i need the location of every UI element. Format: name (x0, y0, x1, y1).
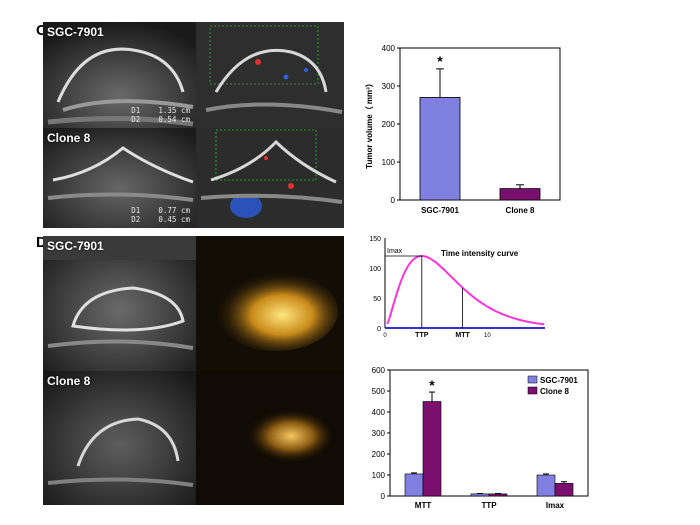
ultrasound-d-sgc-contrast (196, 236, 344, 371)
tumor-volume-chart-svg: 0 100 200 300 400 Tumor volume（ mm³） SGC-7901 *… (364, 44, 561, 215)
y-tick-label: 0 (391, 196, 396, 205)
bar (554, 483, 574, 497)
measurement-readout: D1 1.35 cm D2 0.54 cm (131, 106, 190, 124)
legend-label: SGC-7901 (540, 376, 578, 385)
x-tick-label: 0 (383, 333, 387, 339)
y-tick-label: 50 (373, 296, 381, 303)
measurement-readout: D1 0.77 cm D2 0.45 cm (131, 206, 190, 224)
chart-title: Time intensity curve (441, 249, 519, 258)
y-tick-label: 300 (372, 429, 386, 438)
y-tick-label: 500 (372, 387, 386, 396)
y-tick-label: 150 (369, 236, 381, 243)
time-intensity-chart: 0 50 100 150 Imax TTP MTT 0 10 Time intensity cur… (355, 232, 555, 347)
bar (404, 473, 424, 497)
perfusion-parameters-chart: 0 100 200 300 400 500 600 * MTT TTP Imax SGC-7901 Cl… (360, 362, 600, 512)
ultrasound-c-clone-doppler (196, 128, 344, 228)
ultrasound-d-sgc-bmode: SGC-7901 (43, 236, 196, 371)
panel-letter-c: C (36, 22, 47, 39)
x-tick-label: MTT (415, 501, 432, 510)
y-tick-label: 100 (369, 266, 381, 273)
y-tick-label: 0 (381, 492, 386, 501)
time-intensity-chart-svg: 0 50 100 150 Imax TTP MTT 0 10 Time intensity cur… (369, 236, 545, 339)
ultrasound-label: SGC-7901 (47, 25, 104, 39)
y-tick-label: 300 (382, 82, 396, 91)
y-tick-label: 0 (377, 326, 381, 333)
x-tick-label: Imax (546, 501, 565, 510)
bar (419, 97, 461, 201)
significance-marker: * (437, 53, 443, 69)
intensity-curve (386, 255, 545, 326)
bar (422, 401, 442, 497)
x-tick-label: Clone 8 (506, 206, 535, 215)
bar (536, 474, 556, 497)
y-tick-label: 200 (382, 120, 396, 129)
x-tick-label: 10 (484, 333, 491, 339)
y-tick-label: 200 (372, 450, 386, 459)
bar (470, 493, 490, 497)
significance-marker: * (429, 377, 435, 393)
ultrasound-c-sgc-bmode: SGC-7901 D1 1.35 cm D2 0.54 cm (43, 22, 196, 128)
y-axis-label: Tumor volume（ mm³） (364, 79, 374, 169)
y-tick-label: 600 (372, 366, 386, 375)
tumor-volume-chart: 0 100 200 300 400 Tumor volume（ mm³） SGC-7901 *… (360, 30, 570, 230)
legend-swatch (527, 386, 538, 395)
ultrasound-c-clone-bmode: Clone 8 D1 0.77 cm D2 0.45 cm (43, 128, 196, 228)
ultrasound-c-sgc-doppler (196, 22, 344, 128)
x-tick-label: SGC-7901 (421, 206, 459, 215)
panel-letter-d: D (36, 234, 47, 251)
y-tick-label: 100 (382, 158, 396, 167)
ultrasound-label: Clone 8 (47, 374, 91, 388)
y-tick-label: 100 (372, 471, 386, 480)
ttp-label: TTP (415, 332, 429, 339)
legend-label: Clone 8 (540, 387, 569, 396)
imax-label: Imax (387, 248, 403, 255)
ultrasound-label: SGC-7901 (47, 239, 104, 253)
y-tick-label: 400 (372, 408, 386, 417)
ultrasound-label: Clone 8 (47, 131, 91, 145)
mtt-label: MTT (455, 332, 470, 339)
bar (488, 493, 508, 497)
ultrasound-d-clone-contrast (196, 371, 344, 505)
legend-swatch (527, 375, 538, 384)
perfusion-parameters-chart-svg: 0 100 200 300 400 500 600 * MTT TTP Imax SGC-7901 Cl… (372, 366, 589, 510)
x-tick-label: TTP (481, 501, 497, 510)
ultrasound-d-clone-bmode: Clone 8 (43, 371, 196, 505)
bar (499, 188, 541, 201)
y-tick-label: 400 (382, 44, 396, 53)
